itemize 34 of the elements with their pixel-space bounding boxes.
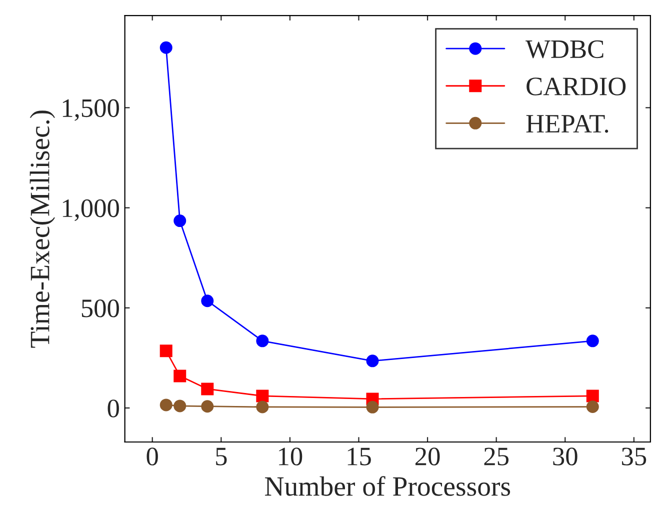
x-tick-label: 20 — [415, 448, 440, 466]
point — [174, 370, 186, 382]
x-tick-label: 25 — [484, 448, 508, 466]
x-tick-label: 35 — [622, 448, 646, 466]
point — [160, 41, 172, 54]
point — [201, 294, 214, 308]
y-tick-label: 1,000 — [62, 199, 119, 221]
legend-label: HEPAT. — [526, 114, 608, 133]
x-axis-title: Number of Processors — [264, 476, 510, 496]
y-tick-label: 0 — [108, 400, 119, 418]
point — [160, 344, 172, 358]
point — [586, 334, 599, 348]
point — [256, 334, 269, 348]
x-tick-label: 15 — [348, 448, 371, 466]
x-tick-label: 10 — [279, 448, 302, 466]
legend-label: CARDIO — [526, 78, 626, 96]
point — [174, 400, 186, 412]
y-tick-label: 500 — [82, 299, 119, 318]
point — [160, 398, 172, 412]
point — [201, 382, 214, 396]
point — [256, 400, 269, 414]
point — [586, 390, 599, 402]
y-tick-label: 1,500 — [62, 99, 119, 121]
x-tick-label: 5 — [216, 448, 227, 466]
x-tick-label: 0 — [146, 448, 158, 466]
point — [366, 400, 379, 414]
legend-label: WDBC — [526, 40, 604, 58]
point — [366, 354, 379, 368]
point — [201, 400, 214, 413]
point — [256, 390, 269, 402]
point — [174, 214, 186, 228]
y-axis-title: Time-Exec(Millisec.) — [30, 110, 56, 348]
x-tick-label: 30 — [553, 448, 578, 466]
point — [586, 400, 599, 414]
